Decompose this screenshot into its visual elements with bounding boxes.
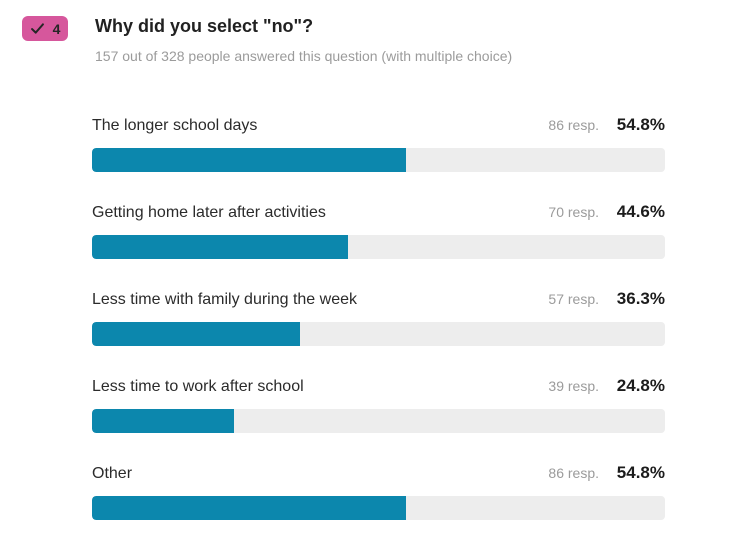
answer-label: Less time to work after school <box>92 378 304 395</box>
response-count: 39 resp. <box>548 378 599 394</box>
answer-label: Less time with family during the week <box>92 291 357 308</box>
bar-track <box>92 409 665 433</box>
answer-label: Other <box>92 465 133 482</box>
bar-fill <box>92 148 406 172</box>
question-number-badge: 4 <box>22 16 68 41</box>
response-count: 86 resp. <box>548 117 599 133</box>
bar-track <box>92 496 665 520</box>
question-title: Why did you select "no"? <box>95 16 314 36</box>
question-header: 4 Why did you select "no"? 157 out of 32… <box>22 14 665 65</box>
response-count: 86 resp. <box>548 465 599 481</box>
answer-row: Other 86 resp. 54.8% <box>92 463 665 520</box>
response-percent: 54.8% <box>616 115 665 134</box>
response-count: 70 resp. <box>548 204 599 220</box>
bar-fill <box>92 322 300 346</box>
bar-fill <box>92 409 235 433</box>
answer-label: Getting home later after activities <box>92 204 326 221</box>
question-header-text: Why did you select "no"? 157 out of 328 … <box>95 14 512 65</box>
check-icon <box>30 21 45 36</box>
answer-row: Less time to work after school 39 resp. … <box>92 376 665 433</box>
bar-track <box>92 235 665 259</box>
answer-row: The longer school days 86 resp. 54.8% <box>92 115 665 172</box>
bar-track <box>92 148 665 172</box>
answer-row: Less time with family during the week 57… <box>92 289 665 346</box>
response-percent: 36.3% <box>616 289 665 308</box>
answer-row: Getting home later after activities 70 r… <box>92 202 665 259</box>
response-count: 57 resp. <box>548 291 599 307</box>
response-percent: 24.8% <box>616 376 665 395</box>
question-number: 4 <box>52 20 61 37</box>
response-percent: 44.6% <box>616 202 665 221</box>
bar-fill <box>92 496 406 520</box>
bar-fill <box>92 235 348 259</box>
question-subtitle: 157 out of 328 people answered this ques… <box>95 48 513 64</box>
bar-track <box>92 322 665 346</box>
answer-list: The longer school days 86 resp. 54.8% Ge… <box>92 115 665 520</box>
response-percent: 54.8% <box>616 463 665 482</box>
answer-label: The longer school days <box>92 117 258 134</box>
